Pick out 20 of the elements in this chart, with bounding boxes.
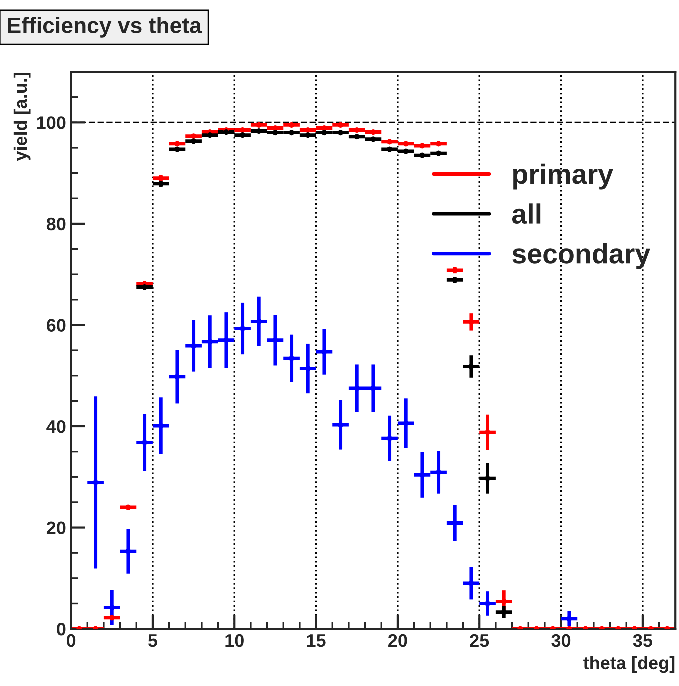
legend-label: secondary [512,243,650,270]
legend-label: primary [513,164,614,190]
y-tick-label: 80 [46,218,66,231]
x-tick-label: 5 [148,634,158,648]
x-tick-label: 20 [388,634,408,648]
y-tick-label: 100 [37,116,66,130]
y-tick-label: 60 [47,319,66,332]
chart-title: Efficiency vs theta [8,17,202,38]
x-tick-label: 35 [633,634,652,648]
y-tick-label: 20 [46,522,66,535]
y-tick-label: 0 [57,622,66,636]
x-axis-title: theta [deg] [584,656,675,674]
x-tick-label: 15 [307,634,326,648]
x-tick-label: 30 [552,634,571,648]
x-tick-label: 25 [470,634,490,648]
x-tick-label: 0 [66,634,76,648]
x-tick-label: 10 [226,634,244,648]
legend-label: all [512,204,541,224]
y-tick-label: 40 [46,420,66,434]
y-axis-title: yield [a.u.] [14,73,31,162]
